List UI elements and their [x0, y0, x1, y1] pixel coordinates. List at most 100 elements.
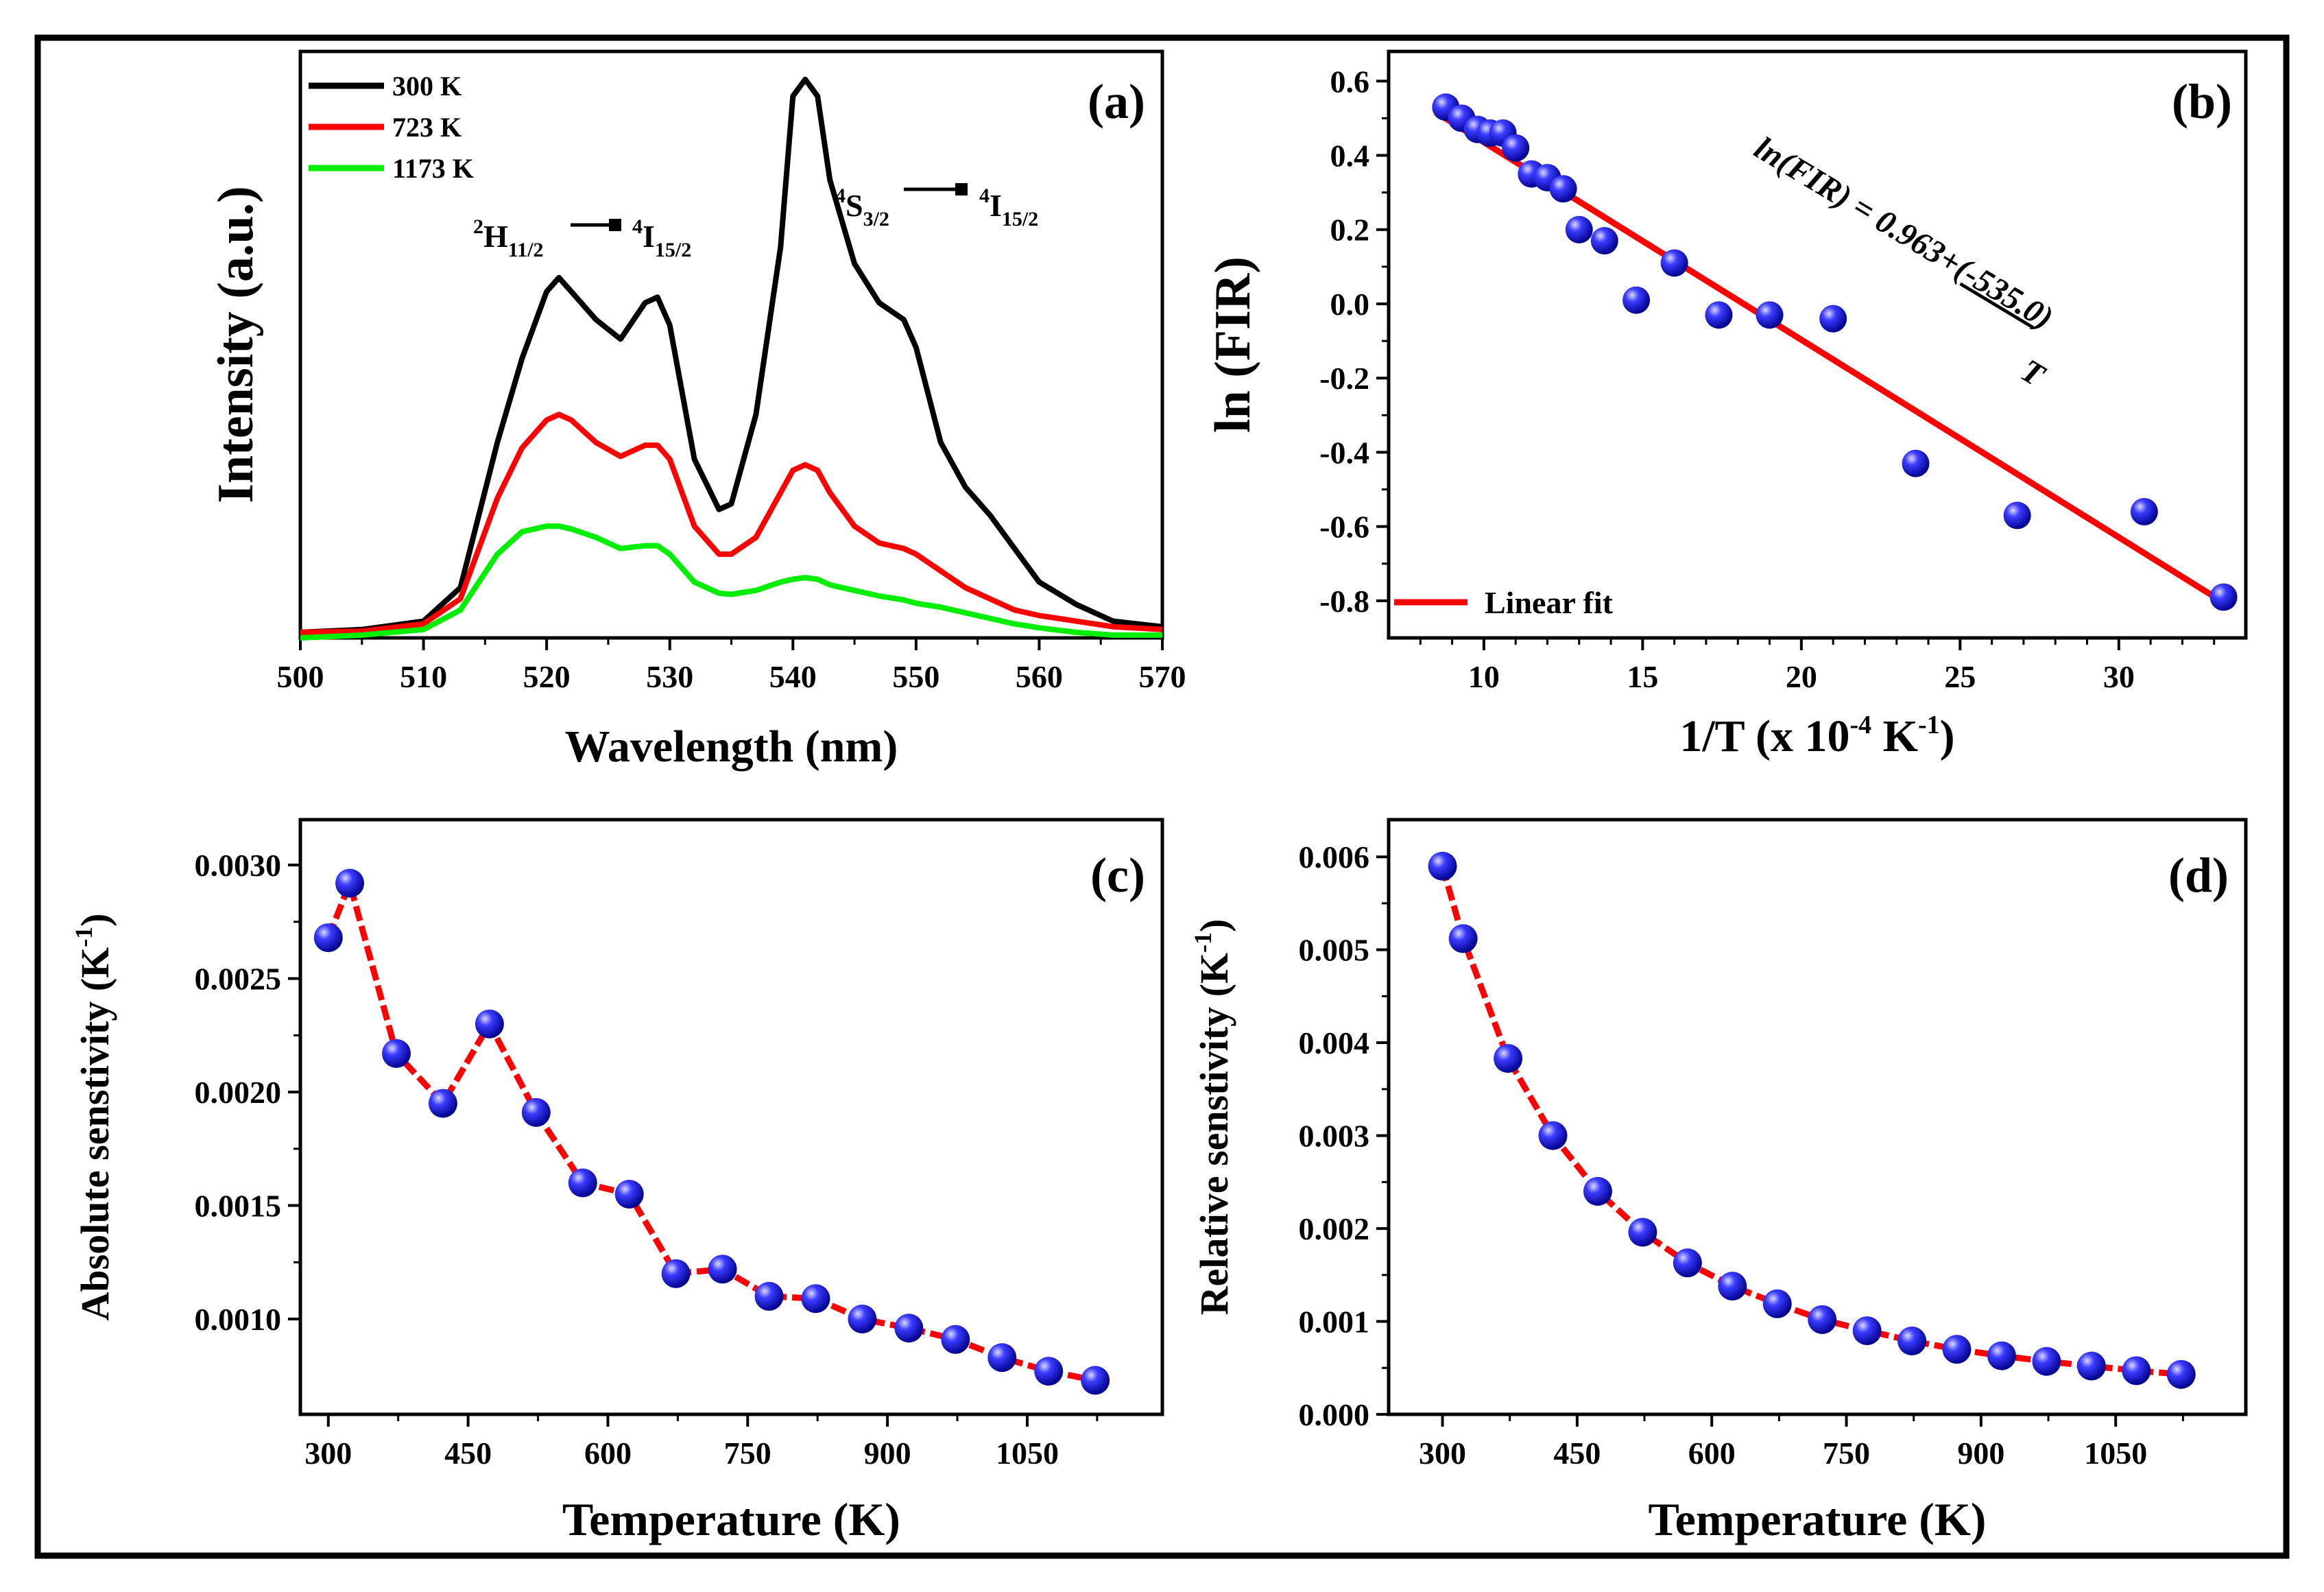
y-axis-label-c-exp: -1 — [70, 927, 97, 947]
y-tick-label-c: 0.0025 — [195, 962, 282, 997]
fit-equation-text: ln(FIR) = 0.963+(-535.0) — [1748, 130, 2059, 337]
annotation-main: I — [990, 188, 1002, 223]
x-tick-label-c: 900 — [864, 1436, 911, 1471]
y-axis-label-d: Relative senstivity (K-1) — [1189, 919, 1236, 1316]
x-tick-label-b: 15 — [1627, 659, 1658, 694]
x-tick-label-c: 300 — [304, 1436, 352, 1471]
y-tick-label-c: 0.0015 — [195, 1189, 282, 1224]
fit-equation: ln(FIR) = 0.963+(-535.0) T — [1748, 130, 2059, 394]
data-point-b — [2003, 501, 2031, 530]
annotation-sup: 4 — [632, 215, 643, 238]
transition-4I15-label-a1: 4I15/2 — [632, 215, 691, 261]
annotation-sub: 11/2 — [508, 239, 544, 261]
annotation-sup: 4 — [835, 185, 846, 207]
data-point-d — [2076, 1351, 2106, 1381]
annotation-main: I — [643, 219, 655, 254]
y-axis-label-c-close: ) — [73, 914, 117, 927]
panel-label-b: (b) — [2172, 74, 2232, 129]
annotation-main: H — [483, 219, 508, 254]
transition-4I15-label-a2: 4I15/2 — [979, 185, 1038, 230]
data-point-d — [1718, 1272, 1747, 1301]
data-point-c — [475, 1009, 504, 1038]
data-point-c — [1034, 1357, 1064, 1386]
y-tick-label-b: -0.6 — [1319, 510, 1369, 545]
data-point-c — [754, 1281, 784, 1311]
fit-equation-prefix: ln(FIR) = 0.963+( — [1748, 130, 1978, 288]
data-point-b — [1902, 449, 1930, 477]
y-axis-label-d-main: Relative senstivity (K — [1192, 953, 1236, 1315]
y-tick-label-d: 0.004 — [1299, 1025, 1370, 1060]
data-point-b — [1549, 175, 1577, 203]
annotation-sup: 4 — [979, 185, 990, 207]
data-point-c — [661, 1259, 691, 1288]
x-axis-label-b: 1/T (x 10-4 K-1) — [1679, 711, 1954, 761]
data-point-c — [335, 868, 365, 898]
x-tick-label-a: 550 — [892, 659, 939, 694]
annotation-sub: 3/2 — [863, 208, 889, 230]
data-point-b — [1705, 301, 1733, 329]
data-point-c — [848, 1305, 877, 1334]
y-tick-label-b: 0.0 — [1330, 287, 1370, 322]
x-tick-label-a: 540 — [769, 659, 817, 694]
x-tick-label-d: 450 — [1553, 1436, 1601, 1471]
data-point-d — [2122, 1356, 2151, 1386]
data-point-c — [614, 1180, 644, 1209]
series-line-723-k — [300, 412, 1163, 635]
annotation-sub: 15/2 — [1002, 208, 1038, 230]
y-tick-label-b: -0.8 — [1319, 584, 1369, 619]
legend-label-a: 300 K — [392, 71, 462, 102]
data-point-d — [1987, 1341, 2016, 1370]
sensitivity-curve-d — [1439, 865, 2182, 1378]
panel-d: 300 450 600 750 900 1050 0.000 0.001 0.002 0.003 0… — [1189, 818, 2248, 1545]
x-tick-label-c: 750 — [724, 1436, 771, 1471]
data-point-c — [941, 1324, 970, 1354]
y-tick-label-c: 0.0030 — [195, 848, 282, 883]
data-point-d — [1942, 1335, 1972, 1364]
data-point-b — [1622, 286, 1651, 314]
legend-label-a: 1173 K — [392, 153, 474, 184]
annotation-sup: 2 — [473, 215, 483, 238]
panel-label-c: (c) — [1090, 848, 1145, 903]
x-axis-label-b-unit: K — [1871, 711, 1918, 761]
x-axis-label-c: Temperature (K) — [562, 1493, 900, 1545]
x-tick-label-b: 30 — [2103, 659, 2135, 694]
x-tick-label-a: 560 — [1016, 659, 1063, 694]
y-tick-label-d: 0.000 — [1299, 1397, 1370, 1432]
data-point-d — [1583, 1176, 1612, 1206]
transition-arrow-head-a2 — [955, 183, 968, 195]
y-axis-label-c: Absolute senstivity (K-1) — [70, 914, 117, 1321]
annotation-sub: 15/2 — [655, 239, 691, 261]
y-axis-label-a: Intensity (a.u.) — [208, 186, 264, 503]
data-point-b — [2130, 498, 2158, 526]
y-tick-label-b: 0.2 — [1330, 213, 1370, 248]
data-point-c — [313, 923, 343, 953]
y-tick-label-d: 0.005 — [1299, 933, 1370, 968]
data-point-d — [1762, 1289, 1792, 1318]
panel-b: 10 15 20 25 30 0.6 0.4 0.2 0.0 -0.2 -0.4 -0.6 -0.8 Li… — [1205, 49, 2248, 761]
x-axis-label-b-exp: -4 — [1850, 711, 1872, 739]
y-tick-label-b: -0.2 — [1319, 361, 1369, 396]
data-point-b — [1756, 301, 1784, 329]
data-point-c — [708, 1255, 737, 1284]
y-axis-label-c-main: Absolute senstivity (K — [73, 947, 117, 1321]
y-tick-label-b: -0.4 — [1319, 435, 1369, 470]
y-tick-label-d: 0.002 — [1299, 1211, 1370, 1246]
data-point-d — [1897, 1326, 1927, 1355]
y-axis-label-b: ln (FIR) — [1205, 257, 1261, 433]
x-tick-label-b: 20 — [1786, 659, 1817, 694]
data-point-d — [1538, 1121, 1568, 1150]
y-tick-label-c: 0.0010 — [195, 1302, 282, 1337]
x-tick-label-a: 570 — [1139, 659, 1186, 694]
transition-arrow-head-a1 — [609, 219, 621, 231]
x-tick-label-d: 750 — [1823, 1436, 1870, 1471]
data-point-c — [801, 1284, 830, 1314]
transition-4S3-label: 4S3/2 — [835, 185, 889, 230]
data-point-c — [381, 1038, 411, 1068]
y-tick-label-d: 0.001 — [1299, 1305, 1370, 1340]
data-point-b — [2209, 583, 2238, 611]
sensitivity-curve-c — [325, 880, 1097, 1383]
y-axis-label-d-exp: -1 — [1189, 932, 1217, 953]
x-tick-label-a: 530 — [646, 659, 693, 694]
data-point-d — [1448, 924, 1478, 953]
x-tick-label-a: 500 — [277, 659, 324, 694]
